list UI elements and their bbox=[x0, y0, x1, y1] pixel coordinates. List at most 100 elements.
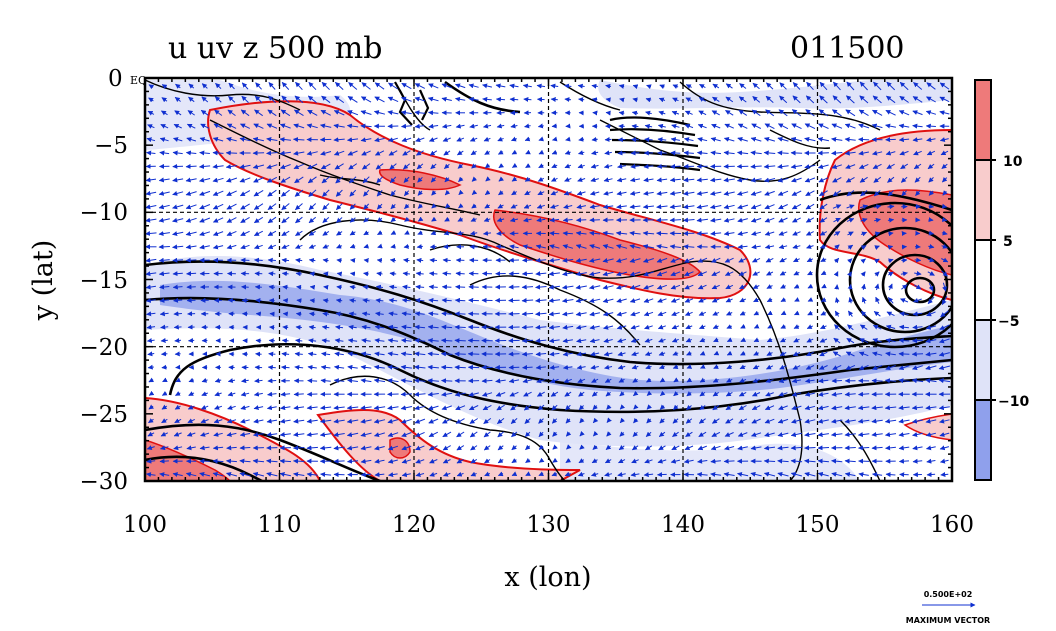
wind-vector bbox=[737, 150, 749, 156]
wind-vector bbox=[510, 123, 518, 129]
wind-vector bbox=[146, 150, 156, 156]
wind-vector bbox=[173, 123, 182, 129]
wind-vector bbox=[363, 230, 369, 236]
wind-vector bbox=[778, 204, 788, 210]
wind-vector bbox=[444, 216, 450, 222]
wind-vector bbox=[376, 189, 383, 197]
wind-vector bbox=[322, 217, 330, 223]
wind-vector bbox=[874, 245, 880, 250]
plot-area bbox=[145, 78, 952, 481]
wind-vector bbox=[509, 217, 519, 223]
wind-vector bbox=[737, 204, 749, 210]
wind-vector bbox=[390, 230, 397, 235]
wind-vector bbox=[858, 123, 870, 129]
wind-vector bbox=[175, 83, 181, 89]
wind-vector bbox=[710, 137, 721, 142]
wind-vector bbox=[212, 203, 224, 210]
wind-vector bbox=[349, 217, 356, 223]
wind-vector bbox=[817, 164, 829, 170]
wind-vector bbox=[254, 257, 263, 263]
wind-vector bbox=[509, 83, 519, 89]
wind-vector bbox=[763, 164, 776, 169]
wind-vector bbox=[591, 83, 598, 89]
wind-vector bbox=[294, 95, 304, 104]
wind-vector bbox=[538, 149, 545, 155]
wind-vector bbox=[457, 216, 464, 222]
wind-vector bbox=[374, 82, 385, 90]
wind-vector bbox=[941, 230, 948, 236]
wind-vector bbox=[671, 110, 680, 116]
wind-vector bbox=[941, 243, 948, 249]
wind-vector bbox=[266, 123, 278, 129]
wind-vector bbox=[832, 190, 842, 197]
x-tick-label: 130 bbox=[527, 512, 571, 538]
wind-vector bbox=[377, 243, 383, 249]
wind-vector bbox=[898, 137, 910, 143]
wind-vector bbox=[468, 96, 479, 102]
wind-vector bbox=[548, 257, 560, 263]
wind-vector bbox=[723, 190, 735, 196]
wind-vector bbox=[605, 110, 611, 116]
wind-vector bbox=[334, 95, 345, 104]
wind-vector bbox=[888, 231, 894, 237]
wind-vector bbox=[941, 217, 948, 222]
wind-vector bbox=[659, 84, 665, 90]
wind-vector bbox=[738, 96, 747, 103]
wind-vector bbox=[173, 324, 182, 330]
wind-vector bbox=[147, 110, 155, 116]
wind-vector bbox=[241, 82, 249, 90]
wind-vector bbox=[252, 136, 265, 142]
wind-vector bbox=[266, 150, 278, 156]
wind-vector bbox=[751, 123, 762, 129]
wind-vector bbox=[360, 96, 372, 103]
wind-vector bbox=[279, 137, 292, 142]
wind-vector bbox=[454, 338, 466, 344]
wind-vector bbox=[159, 458, 169, 464]
wind-vector bbox=[939, 137, 949, 142]
wind-vector bbox=[201, 83, 208, 89]
wind-vector bbox=[911, 351, 924, 357]
wind-vector bbox=[535, 257, 547, 263]
wind-vector bbox=[525, 149, 531, 155]
wind-vector bbox=[145, 257, 157, 263]
wind-vector bbox=[482, 244, 492, 250]
wind-vector bbox=[363, 243, 370, 249]
wind-vector bbox=[833, 217, 841, 223]
wind-vector bbox=[404, 230, 410, 235]
wind-vector bbox=[564, 150, 571, 155]
wind-vector bbox=[898, 110, 910, 116]
wind-vector bbox=[497, 136, 504, 142]
y-tick-label-eq: 0 bbox=[108, 66, 123, 92]
wind-vector bbox=[683, 190, 695, 196]
wind-vector bbox=[226, 190, 237, 196]
wind-vector bbox=[804, 164, 816, 170]
wind-vector bbox=[926, 82, 936, 90]
wind-vector bbox=[791, 109, 802, 117]
wind-vector bbox=[484, 189, 491, 196]
wind-vector bbox=[697, 123, 707, 129]
wind-vector bbox=[469, 230, 478, 236]
wind-vector bbox=[145, 217, 157, 223]
wind-vector bbox=[281, 230, 290, 237]
wind-vector bbox=[845, 176, 855, 183]
wind-vector bbox=[404, 216, 410, 222]
wind-vector bbox=[912, 338, 923, 344]
wind-vector bbox=[831, 150, 843, 156]
wind-vector bbox=[683, 244, 695, 250]
wind-vector bbox=[643, 163, 654, 169]
wind-vector bbox=[322, 189, 330, 197]
wind-vector bbox=[684, 110, 693, 116]
wind-vector bbox=[361, 163, 371, 170]
wind-vector bbox=[764, 204, 775, 210]
wind-vector bbox=[751, 109, 761, 117]
wind-vector bbox=[777, 123, 789, 130]
wind-vector bbox=[656, 230, 668, 236]
wind-vector bbox=[185, 163, 197, 169]
wind-vector bbox=[376, 257, 383, 263]
wind-vector bbox=[697, 137, 708, 142]
wind-vector bbox=[899, 95, 909, 103]
wind-vector bbox=[819, 203, 828, 210]
wind-vector bbox=[226, 244, 237, 250]
wind-vector bbox=[656, 204, 668, 210]
wind-vector bbox=[389, 163, 397, 170]
